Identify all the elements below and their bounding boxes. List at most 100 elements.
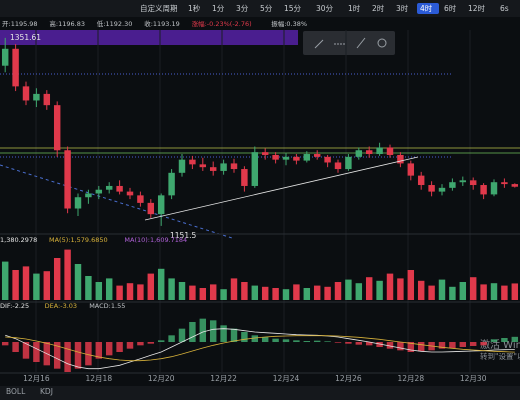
candle-body — [189, 159, 196, 165]
candle-body — [85, 193, 92, 198]
volume-bar — [53, 258, 61, 300]
candle-body — [376, 147, 383, 155]
x-tick-label: 12月20 — [148, 374, 175, 383]
candle-body — [417, 175, 425, 186]
volume-bar — [116, 285, 123, 300]
volume-bar — [22, 266, 30, 300]
timeframe-button[interactable]: 15分 — [284, 4, 302, 13]
candle-body — [105, 185, 113, 190]
x-tick-label: 12月26 — [335, 374, 362, 383]
timeframe-button[interactable]: 4时 — [420, 3, 433, 13]
timeframe-button[interactable]: 2时 — [372, 3, 385, 13]
volume-bar — [334, 282, 342, 300]
volume-bar — [386, 273, 394, 300]
timeframe-button[interactable]: 1秒 — [188, 3, 201, 13]
candle-body — [199, 164, 207, 168]
timeframe-button[interactable]: 1时 — [348, 3, 361, 13]
macd-bar — [209, 320, 217, 342]
volume-bar — [12, 270, 19, 300]
timeframe-button[interactable]: 30分 — [316, 4, 334, 13]
timeframe-button[interactable]: 1分 — [212, 4, 225, 13]
volume-legend: 1,380.2978 — [0, 236, 37, 244]
macd-bar — [438, 342, 446, 349]
volume-bar — [168, 278, 175, 300]
macd-bar — [22, 342, 30, 359]
macd-bar — [241, 332, 248, 342]
macd-legend: DIF:-2.25 — [0, 302, 29, 310]
candle-body — [355, 150, 363, 157]
candle-body — [116, 185, 123, 192]
candle-body — [397, 154, 404, 164]
volume-bar — [324, 286, 331, 300]
timeframe-button[interactable]: 3时 — [396, 3, 409, 13]
footer-tab[interactable]: BOLL — [6, 387, 26, 396]
trend-line — [144, 156, 419, 221]
volume-bar — [157, 268, 165, 300]
macd-bar — [199, 318, 207, 342]
macd-bar — [189, 322, 196, 342]
volume-bar — [303, 288, 311, 300]
drawing-icons — [314, 37, 387, 49]
ohlc-info: 低:1192.30 — [97, 19, 133, 28]
candle-body — [147, 202, 155, 215]
candle-body — [345, 156, 352, 170]
candle-body — [282, 156, 290, 160]
macd-bar — [251, 335, 259, 342]
candle-body — [168, 172, 175, 196]
macd-bar — [449, 342, 456, 348]
volume-bar — [95, 282, 103, 300]
candle-body — [137, 195, 144, 203]
candle-body — [303, 154, 311, 161]
candle-body — [209, 167, 217, 171]
macd-bar — [64, 342, 71, 372]
icon-ray[interactable] — [356, 37, 366, 49]
timeframe-button[interactable]: 12时 — [468, 3, 486, 13]
candle-body — [334, 162, 342, 170]
candle-body — [480, 185, 487, 195]
volume-bar — [293, 284, 300, 300]
macd-bar — [313, 340, 321, 342]
candle-body — [293, 156, 300, 161]
x-tick-label: 12月18 — [86, 374, 113, 383]
macd-bar — [116, 342, 123, 352]
x-tick-label: 12月22 — [210, 374, 237, 383]
timeframe-button[interactable]: 6s — [500, 4, 509, 13]
candle-body — [501, 182, 508, 185]
candle-body — [469, 180, 477, 186]
volume-bar — [417, 280, 425, 300]
macd-bar — [157, 340, 165, 342]
price-mark: 1151.5 — [170, 231, 196, 240]
watermark: 激活 Win — [480, 338, 520, 351]
macd-bar — [376, 342, 383, 347]
candle-body — [428, 185, 435, 192]
dif-line — [5, 328, 515, 370]
drawing-toolbar — [303, 31, 395, 55]
price-mark: 1351.61 — [10, 33, 41, 42]
macd-bar — [355, 342, 363, 345]
macd-bar — [33, 342, 40, 362]
macd-legend: DEA:-3.03 — [45, 302, 77, 310]
icon-circle[interactable] — [377, 38, 387, 48]
volume-bar — [407, 270, 415, 300]
macd-bar — [459, 342, 467, 347]
candle-body — [251, 152, 259, 186]
watermark: 转到"设置"以 — [480, 351, 520, 361]
volume-bar — [511, 283, 519, 300]
macd-bar — [303, 341, 311, 342]
timeframe-button[interactable]: 6时 — [444, 3, 457, 13]
timeframe-button[interactable]: 5分 — [260, 4, 273, 13]
icon-line[interactable] — [314, 39, 324, 49]
candle-body — [490, 182, 498, 195]
ohlc-info: 收:1193.19 — [144, 19, 180, 28]
volume-bar — [480, 284, 487, 300]
volume-bar — [345, 279, 352, 300]
volume-bar — [33, 273, 40, 300]
candle-body — [511, 184, 519, 187]
macd-legend: MACD:1.55 — [89, 302, 125, 310]
timeframe-button[interactable]: 3分 — [236, 4, 249, 13]
footer-tab[interactable]: KDJ — [40, 387, 53, 396]
volume-bar — [137, 284, 144, 300]
candle-body — [459, 180, 467, 183]
timeframe-button[interactable]: 自定义周期 — [140, 3, 178, 13]
